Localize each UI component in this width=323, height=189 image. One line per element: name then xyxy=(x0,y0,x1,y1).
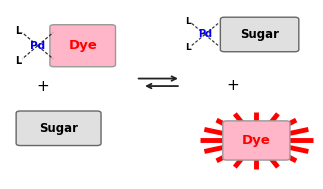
Text: Dye: Dye xyxy=(68,39,97,52)
Text: Pd: Pd xyxy=(30,41,45,51)
FancyBboxPatch shape xyxy=(223,121,290,160)
Text: +: + xyxy=(226,78,239,93)
FancyBboxPatch shape xyxy=(50,25,116,67)
FancyBboxPatch shape xyxy=(220,17,299,52)
Text: L: L xyxy=(185,43,191,52)
Text: +: + xyxy=(36,80,49,94)
Text: L: L xyxy=(15,56,22,66)
Text: L: L xyxy=(15,26,22,36)
FancyBboxPatch shape xyxy=(16,111,101,146)
Text: Sugar: Sugar xyxy=(240,28,279,41)
Text: Sugar: Sugar xyxy=(39,122,78,135)
Text: Pd: Pd xyxy=(198,29,212,40)
Text: Dye: Dye xyxy=(242,134,271,147)
Text: L: L xyxy=(185,17,191,26)
